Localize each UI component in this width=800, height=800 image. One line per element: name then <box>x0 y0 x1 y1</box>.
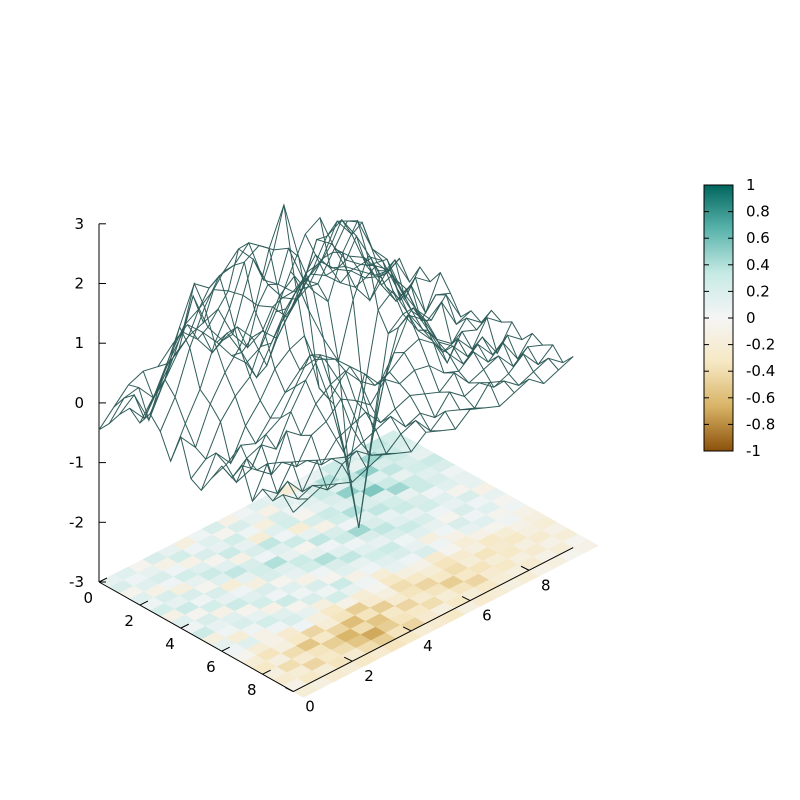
surface-line-x <box>292 356 574 513</box>
z-tick-label: -3 <box>69 573 84 591</box>
surface-line-y <box>157 274 353 483</box>
surface-line-y <box>113 378 309 500</box>
colorbar-tick-label: -0.6 <box>746 389 775 407</box>
surface-line-x <box>170 220 451 462</box>
z-tick-label: -2 <box>69 513 84 531</box>
colorbar-tick-label: -0.4 <box>746 362 775 380</box>
z-tick-label: 1 <box>74 334 84 352</box>
y-tick-label: 6 <box>482 607 492 625</box>
surface-line-y <box>172 261 368 469</box>
surface-line-x <box>159 220 441 432</box>
colorbar-tick-label: -0.2 <box>746 336 775 354</box>
surface-line-x <box>129 259 411 420</box>
surface-line-y <box>290 218 485 409</box>
surface-line-x <box>211 310 492 528</box>
x-tick <box>139 600 149 606</box>
surface-line-y <box>142 282 338 491</box>
x-tick-label: 2 <box>124 612 134 630</box>
surface-line-y <box>245 283 441 528</box>
y-tick <box>285 687 294 692</box>
x-tick <box>221 646 230 652</box>
z-tick-label: 2 <box>74 275 84 293</box>
surface-line-x <box>231 314 513 479</box>
surface-line-y <box>304 233 501 407</box>
surface-line-x <box>139 238 421 424</box>
surface-line-y <box>363 257 559 371</box>
x-axis-line <box>98 581 294 692</box>
surface-line-y <box>378 257 574 364</box>
surface-line-y <box>98 407 294 513</box>
x-tick-label: 4 <box>165 635 175 653</box>
surface-line-x <box>262 344 543 495</box>
y-tick <box>520 565 530 571</box>
x-tick <box>98 577 108 583</box>
colorbar-tick-label: 1 <box>746 176 756 194</box>
y-tick-label: 2 <box>364 667 374 685</box>
heatmap-cell <box>572 539 599 554</box>
heatmap-plane <box>98 430 599 698</box>
surface-line-y <box>201 204 397 455</box>
x-tick-label: 0 <box>83 589 93 607</box>
y-tick-label: 0 <box>305 698 315 716</box>
surface-line-y <box>275 220 471 411</box>
colorbar-tick-label: 0.2 <box>746 282 770 300</box>
x-tick <box>180 623 190 629</box>
wireframe-surface <box>98 203 574 528</box>
surface-line-y <box>128 325 323 493</box>
surface-line-y <box>231 278 427 452</box>
x-tick-label: 8 <box>247 681 257 699</box>
surface-line-x <box>221 307 502 484</box>
y-tick <box>343 656 353 662</box>
x-tick <box>262 669 271 675</box>
surface-line-y <box>260 251 456 431</box>
y-tick <box>461 596 471 602</box>
y-tick <box>402 626 412 632</box>
z-tick-label: 0 <box>74 394 84 412</box>
y-axis-line <box>293 547 574 692</box>
surface-line-x <box>190 255 472 480</box>
colorbar-tick-label: 0.6 <box>746 229 770 247</box>
axes: 0 2 4 6 8 0 2 4 6 8 -3 -2 -1 0 1 2 3 <box>69 215 574 716</box>
x-tick-label: 6 <box>206 658 216 676</box>
colorbar-tick-label: -0.8 <box>746 415 775 433</box>
surface-line-y <box>334 248 530 387</box>
surface-line-y <box>319 217 515 394</box>
surface-line-x <box>180 203 462 449</box>
surface-line-x <box>98 216 380 431</box>
colorbar-tick-label: 0.4 <box>746 256 770 274</box>
y-tick-label: 8 <box>541 576 551 594</box>
colorbar-tick-label: -1 <box>746 442 761 460</box>
z-tick-label: -1 <box>69 454 84 472</box>
colorbar: 1 0.8 0.6 0.4 0.2 0 -0.2 -0.4 -0.6 -0.8 -1 <box>703 176 775 460</box>
y-tick-label: 4 <box>423 637 433 655</box>
colorbar-tick-label: 0 <box>746 309 756 327</box>
colorbar-tick-label: 0.8 <box>746 203 770 221</box>
z-tick-label: 3 <box>74 215 84 233</box>
surface-line-x <box>282 357 564 500</box>
